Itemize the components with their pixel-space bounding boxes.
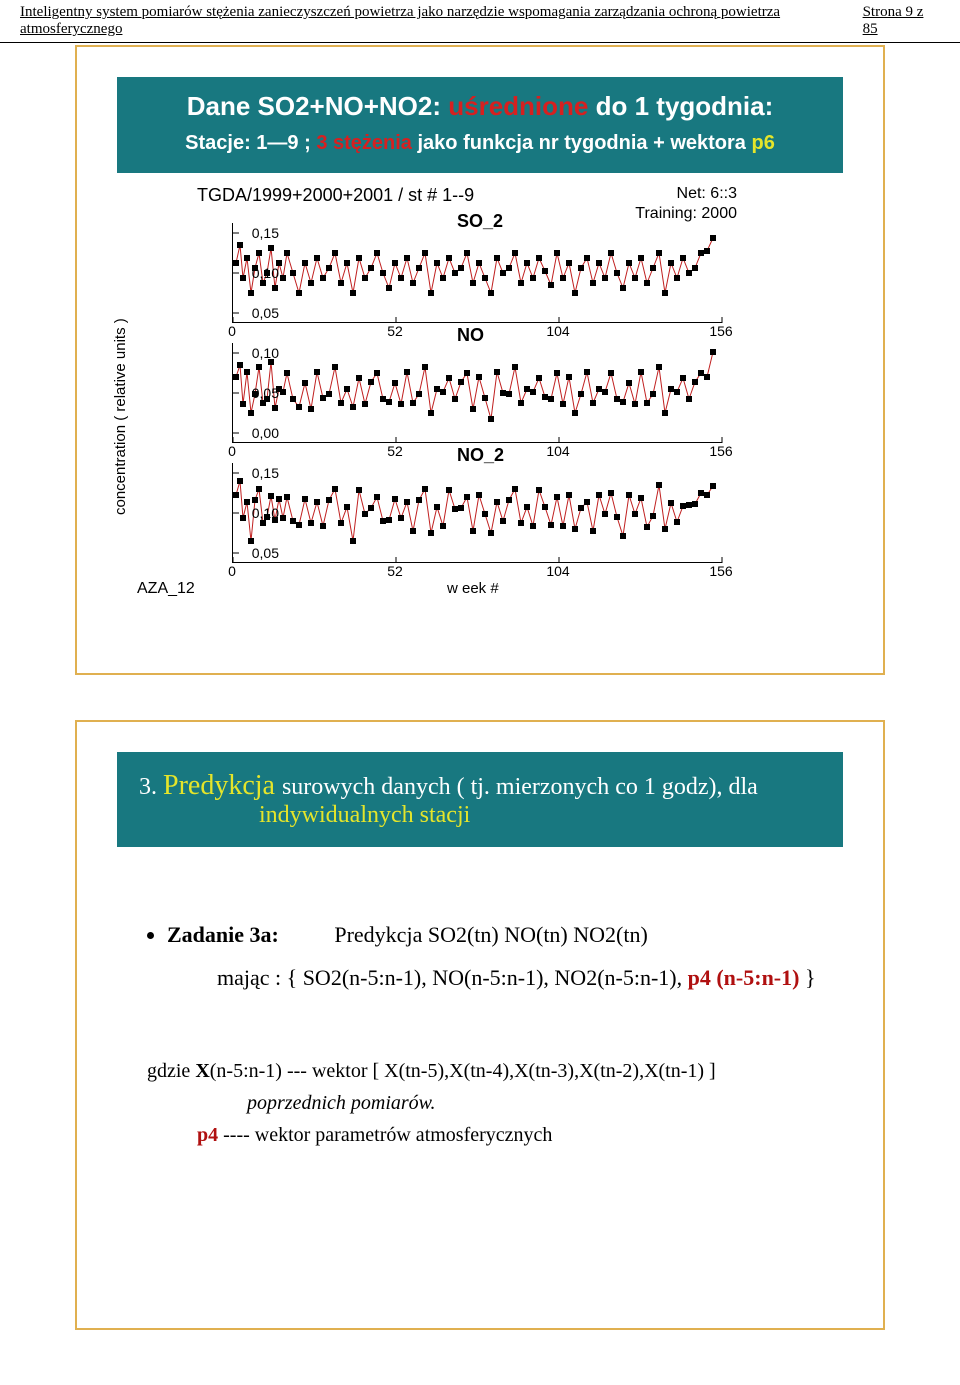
y-tick: 0,05: [229, 305, 279, 321]
chart-net-label: Net: 6::3: [677, 185, 737, 203]
chart-area: TGDA/1999+2000+2001 / st # 1--9 Net: 6::…: [137, 185, 777, 615]
y-tick: 0,10: [229, 345, 279, 361]
chart-panel-NO_2: [232, 463, 722, 563]
panel-label: NO_2: [457, 445, 504, 466]
slide2-banner: 3. Predykcja surowych danych ( tj. mierz…: [117, 752, 843, 847]
x-tick: 52: [387, 443, 403, 459]
task-line2: mając : { SO2(n-5:n-1), NO(n-5:n-1), NO2…: [217, 960, 843, 995]
y-tick: 0,15: [229, 465, 279, 481]
x-tick: 0: [228, 323, 236, 339]
section-rest: surowych danych ( tj. mierzonych co 1 go…: [282, 774, 758, 800]
x-tick: 156: [709, 443, 732, 459]
x-tick: 104: [546, 323, 569, 339]
x-tick: 0: [228, 563, 236, 579]
panel-label: SO_2: [457, 211, 503, 232]
slide-2: 3. Predykcja surowych danych ( tj. mierz…: [75, 720, 885, 1330]
slide1-banner: Dane SO2+NO+NO2: uśrednione do 1 tygodni…: [117, 77, 843, 173]
x-tick: 0: [228, 443, 236, 459]
y-tick: 0,15: [229, 225, 279, 241]
section-keyword: Predykcja: [163, 770, 282, 801]
x-tick: 104: [546, 443, 569, 459]
chart-panel-NO: [232, 343, 722, 443]
y-tick: 0,05: [229, 545, 279, 561]
chart-title: TGDA/1999+2000+2001 / st # 1--9: [197, 185, 474, 206]
section-number: 3.: [139, 774, 163, 800]
page-header: Inteligentny system pomiarów stężenia za…: [0, 0, 960, 43]
footer-line3: p4 ---- wektor parametrów atmosferycznyc…: [197, 1119, 843, 1151]
slide-1: Dane SO2+NO+NO2: uśrednione do 1 tygodni…: [75, 45, 885, 675]
x-tick: 156: [709, 323, 732, 339]
task-bullet: Zadanie 3a: Predykcja SO2(tn) NO(tn) NO2…: [167, 917, 843, 952]
task-block: Zadanie 3a: Predykcja SO2(tn) NO(tn) NO2…: [117, 917, 843, 1151]
chart-id-label: AZA_12: [137, 580, 195, 598]
x-tick: 104: [546, 563, 569, 579]
slide1-title: Dane SO2+NO+NO2: uśrednione do 1 tygodni…: [137, 91, 823, 122]
x-tick: 52: [387, 563, 403, 579]
x-tick: 156: [709, 563, 732, 579]
section-sub: indywidualnych stacji: [259, 802, 821, 829]
y-tick: 0,10: [229, 505, 279, 521]
y-tick: 0,05: [229, 385, 279, 401]
y-tick: 0,00: [229, 425, 279, 441]
y-axis-label: concentration ( relative units ): [112, 318, 129, 515]
footer-line1: gdzie X(n-5:n-1) --- wektor [ X(tn-5),X(…: [147, 1055, 843, 1087]
y-tick: 0,10: [229, 265, 279, 281]
footer-line2: poprzednich pomiarów.: [247, 1087, 843, 1119]
slide1-subtitle: Stacje: 1—9 ; 3 stężenia jako funkcja nr…: [137, 132, 823, 155]
chart-training-label: Training: 2000: [635, 205, 737, 223]
x-tick: 52: [387, 323, 403, 339]
x-axis-label: w eek #: [447, 580, 499, 597]
page-number: Strona 9 z 85: [863, 4, 940, 38]
chart-panel-SO_2: [232, 223, 722, 323]
doc-title: Inteligentny system pomiarów stężenia za…: [20, 4, 863, 38]
panel-label: NO: [457, 325, 484, 346]
